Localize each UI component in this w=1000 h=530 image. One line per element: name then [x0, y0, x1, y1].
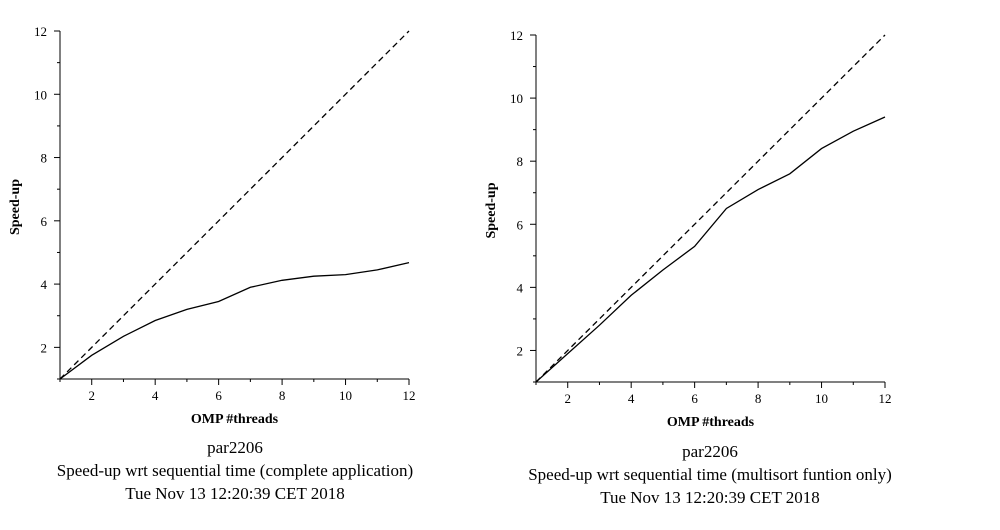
chart-2-x-tick-label: 4	[628, 391, 635, 406]
chart-2-x-tick-label: 12	[879, 391, 892, 406]
chart-2-ideal-speedup-line	[535, 34, 886, 383]
chart-1-y-axis-title: Speed-up	[8, 179, 23, 235]
chart-2-caption: par2206 Speed-up wrt sequential time (mu…	[495, 440, 925, 509]
chart-2-y-tick-label: 6	[517, 217, 524, 232]
chart-2-y-axis-title: Speed-up	[484, 182, 499, 238]
chart-1-caption-host: par2206	[207, 438, 263, 457]
chart-1-x-tick-label: 10	[339, 388, 352, 403]
chart-2-x-axis-title: OMP #threads	[667, 415, 755, 430]
chart-2-y-tick-label: 10	[510, 91, 523, 106]
chart-1-caption: par2206 Speed-up wrt sequential time (co…	[20, 436, 450, 505]
chart-1-ideal-speedup-line	[59, 30, 410, 380]
chart-1: 2 4 6 8 10 12 2 4 6 8 10 12 OMP #threads Speed-up	[8, 24, 416, 427]
chart-1-y-tick-label: 4	[41, 277, 48, 292]
chart-2-caption-timestamp: Tue Nov 13 12:20:39 CET 2018	[600, 488, 820, 507]
chart-1-measured-speedup-line	[59, 261, 410, 380]
chart-1-x-axis-title: OMP #threads	[191, 412, 279, 427]
chart-2-caption-description: Speed-up wrt sequential time (multisort …	[528, 465, 892, 484]
chart-2-x-tick-label: 8	[755, 391, 762, 406]
chart-2-y-tick-label: 12	[510, 28, 523, 43]
chart-1-y-tick-label: 2	[41, 340, 48, 355]
chart-1-x-tick-label: 6	[215, 388, 222, 403]
chart-1-x-tick-label: 12	[403, 388, 416, 403]
chart-2-measured-speedup-line	[535, 116, 886, 383]
chart-1-x-tick-label: 4	[152, 388, 159, 403]
chart-2-x-tick-label: 6	[691, 391, 698, 406]
chart-1-y-tick-label: 12	[34, 24, 47, 39]
chart-1-x-tick-label: 2	[88, 388, 95, 403]
chart-2-y-tick-label: 8	[517, 154, 524, 169]
chart-1-x-tick-label: 8	[279, 388, 286, 403]
chart-1-y-tick-label: 6	[41, 214, 48, 229]
chart-2: 2 4 6 8 10 12 2 4 6 8 10 12 OMP #threads Speed-up	[484, 28, 892, 430]
chart-1-caption-description: Speed-up wrt sequential time (complete a…	[56, 461, 414, 480]
chart-1-y-tick-label: 8	[41, 151, 48, 166]
chart-2-x-tick-label: 10	[815, 391, 828, 406]
chart-1-y-tick-label: 10	[34, 87, 47, 102]
chart-1-caption-timestamp: Tue Nov 13 12:20:39 CET 2018	[125, 484, 345, 503]
chart-2-y-tick-label: 2	[517, 343, 524, 358]
chart-2-x-tick-label: 2	[564, 391, 571, 406]
chart-2-y-tick-label: 4	[517, 280, 524, 295]
chart-2-caption-host: par2206	[682, 442, 738, 461]
